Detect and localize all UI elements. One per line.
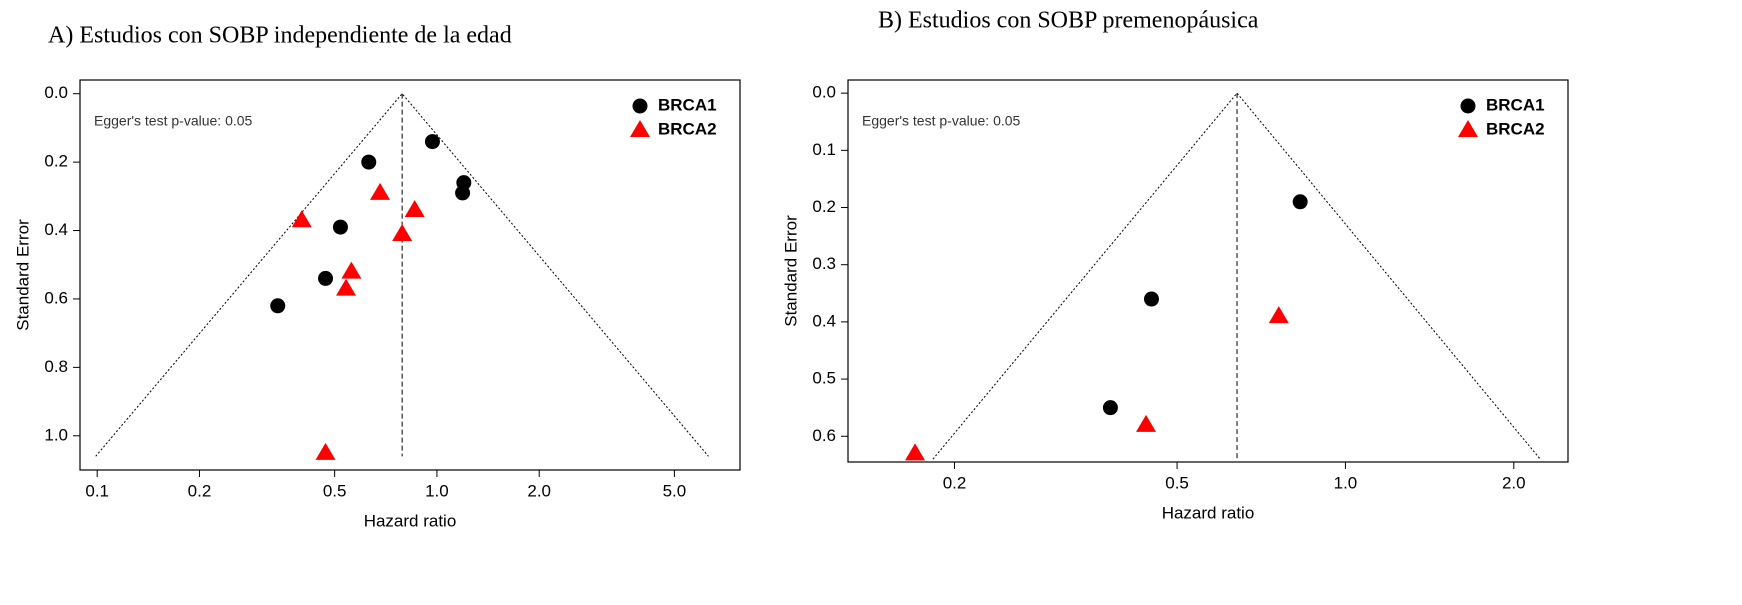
- x-tick-label: 1.0: [425, 481, 449, 500]
- point: [392, 223, 413, 241]
- annotation: Egger's test p-value: 0.05: [862, 113, 1021, 129]
- legend-marker: [632, 98, 648, 114]
- x-tick-label: 0.1: [85, 481, 109, 500]
- x-tick-label: 2.0: [527, 481, 551, 500]
- chart-title: B) Estudios con SOBP premenopáusica: [878, 8, 1259, 34]
- y-tick-label: 0.5: [812, 369, 836, 388]
- y-tick-label: 0.6: [812, 426, 836, 445]
- x-tick-label: 5.0: [663, 481, 687, 500]
- point: [1268, 306, 1289, 324]
- point: [291, 210, 312, 228]
- point: [1143, 291, 1159, 307]
- y-tick-label: 0.4: [44, 220, 68, 239]
- x-tick-label: 0.5: [323, 481, 347, 500]
- point: [336, 278, 357, 296]
- point: [905, 443, 926, 461]
- point: [361, 154, 377, 170]
- y-tick-label: 0.0: [44, 83, 68, 102]
- y-tick-label: 0.8: [44, 357, 68, 376]
- y-tick-label: 0.1: [812, 140, 836, 159]
- plot-frame: [847, 79, 1569, 463]
- legend-label: BRCA1: [658, 95, 717, 114]
- point: [315, 442, 336, 460]
- point: [455, 185, 471, 201]
- point: [332, 219, 348, 235]
- point: [1136, 414, 1157, 432]
- y-axis-label: Standard Error: [13, 219, 32, 331]
- legend-label: BRCA2: [658, 119, 717, 138]
- y-tick-label: 0.2: [44, 152, 68, 171]
- point: [270, 298, 286, 314]
- x-tick-label: 2.0: [1502, 473, 1526, 492]
- x-tick-label: 0.2: [188, 481, 212, 500]
- x-axis-label: Hazard ratio: [1162, 503, 1255, 522]
- x-axis-label: Hazard ratio: [364, 511, 457, 530]
- point: [370, 182, 391, 200]
- y-tick-label: 0.6: [44, 288, 68, 307]
- y-axis-label: Standard Error: [781, 215, 800, 327]
- legend-marker: [630, 120, 650, 137]
- x-tick-label: 1.0: [1334, 473, 1358, 492]
- y-tick-label: 0.2: [812, 197, 836, 216]
- point: [318, 270, 334, 286]
- legend-label: BRCA2: [1486, 119, 1545, 138]
- point: [404, 200, 425, 217]
- point: [1102, 400, 1118, 416]
- legend-marker: [1458, 120, 1478, 137]
- x-tick-label: 0.2: [943, 473, 967, 492]
- funnel-line: [932, 92, 1541, 460]
- point: [1292, 194, 1308, 210]
- legend-label: BRCA1: [1486, 95, 1545, 114]
- y-tick-label: 0.0: [812, 83, 836, 102]
- x-tick-label: 0.5: [1165, 473, 1189, 492]
- chart-title: A) Estudios con SOBP independiente de la…: [48, 23, 512, 49]
- y-tick-label: 0.3: [812, 254, 836, 273]
- point: [341, 261, 362, 279]
- y-tick-label: 0.4: [812, 311, 836, 330]
- legend-marker: [1460, 98, 1476, 114]
- plot-frame: [79, 79, 741, 471]
- point: [424, 134, 440, 150]
- annotation: Egger's test p-value: 0.05: [94, 113, 253, 129]
- y-tick-label: 1.0: [44, 425, 68, 444]
